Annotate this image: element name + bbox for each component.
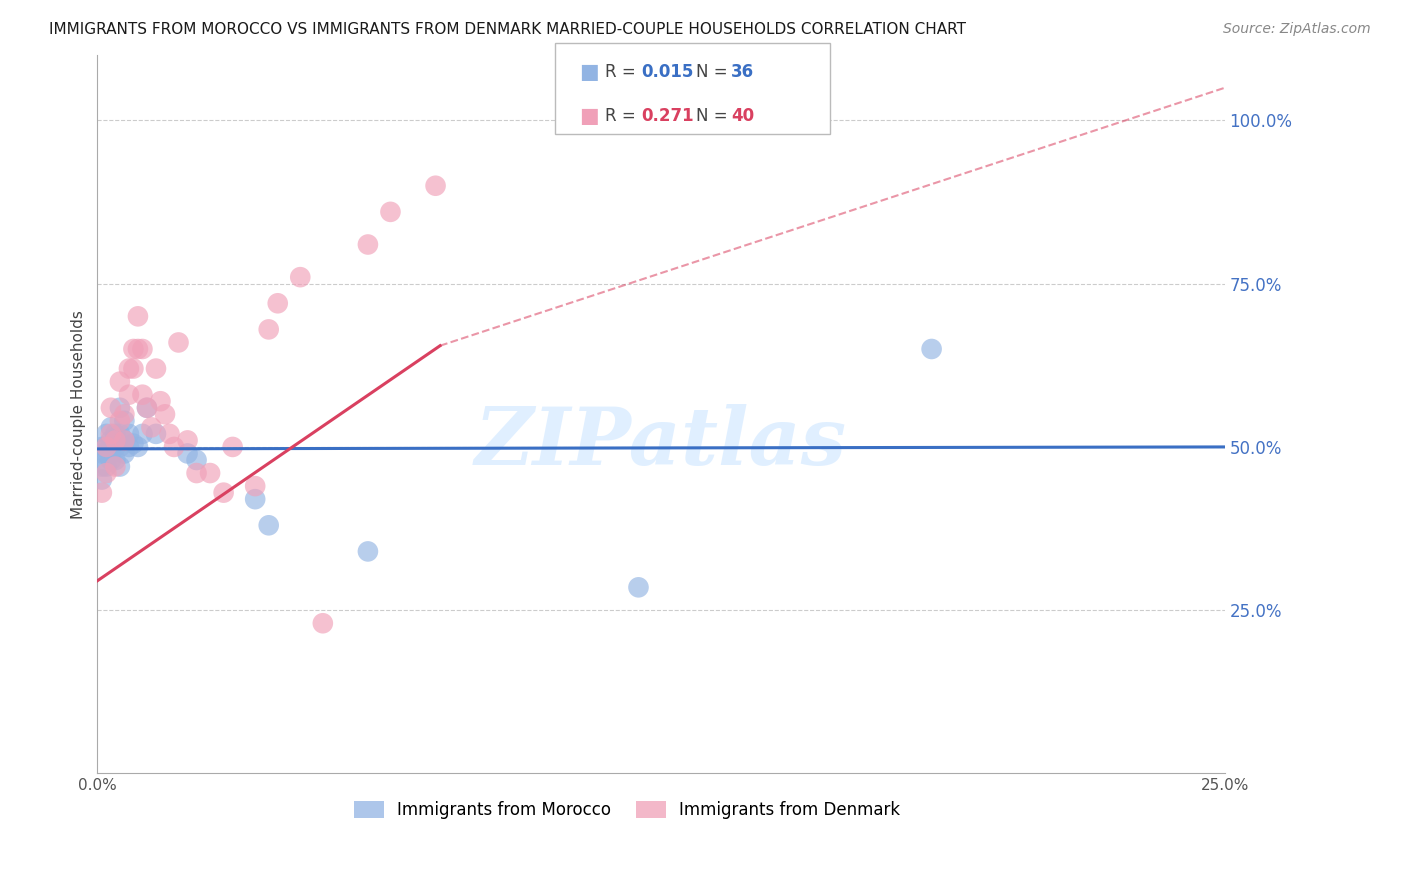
Point: [257, 322, 280, 336]
Point: [100, 401, 122, 415]
Point: [90, 473, 112, 487]
Point: [108, 414, 131, 428]
Point: [167, 335, 190, 350]
Point: [100, 426, 122, 441]
Point: [122, 361, 145, 376]
Text: ■: ■: [579, 62, 599, 82]
Point: [104, 459, 127, 474]
Point: [127, 440, 149, 454]
Text: Source: ZipAtlas.com: Source: ZipAtlas.com: [1223, 22, 1371, 37]
Point: [112, 434, 135, 448]
Point: [131, 426, 153, 441]
Point: [90, 440, 112, 454]
Point: [118, 440, 141, 454]
Point: [212, 485, 235, 500]
Point: [176, 434, 198, 448]
Text: R =: R =: [605, 63, 641, 81]
Point: [921, 342, 943, 356]
Y-axis label: Married-couple Households: Married-couple Households: [72, 310, 86, 519]
Point: [90, 446, 112, 460]
Point: [198, 466, 221, 480]
Point: [112, 434, 135, 448]
Point: [96, 459, 118, 474]
Point: [108, 375, 131, 389]
Point: [122, 436, 145, 450]
Point: [290, 270, 312, 285]
Point: [357, 237, 380, 252]
Point: [186, 453, 208, 467]
Point: [112, 446, 135, 460]
Point: [136, 401, 159, 415]
Point: [90, 485, 112, 500]
Text: N =: N =: [696, 107, 733, 125]
Text: ■: ■: [579, 106, 599, 126]
Point: [118, 387, 141, 401]
Point: [127, 310, 149, 324]
Point: [112, 407, 135, 421]
Point: [186, 466, 208, 480]
Point: [104, 453, 127, 467]
Point: [145, 361, 167, 376]
Text: 0.271: 0.271: [641, 107, 693, 125]
Point: [104, 440, 127, 454]
Point: [108, 440, 131, 454]
Text: IMMIGRANTS FROM MOROCCO VS IMMIGRANTS FROM DENMARK MARRIED-COUPLE HOUSEHOLDS COR: IMMIGRANTS FROM MOROCCO VS IMMIGRANTS FR…: [49, 22, 966, 37]
Point: [267, 296, 290, 310]
Point: [149, 394, 172, 409]
Point: [96, 440, 118, 454]
Point: [312, 616, 335, 631]
Point: [96, 446, 118, 460]
Point: [108, 459, 131, 474]
Point: [159, 426, 181, 441]
Text: ZIPatlas: ZIPatlas: [475, 404, 846, 482]
Text: 0.015: 0.015: [641, 63, 693, 81]
Point: [627, 580, 650, 594]
Point: [112, 414, 135, 428]
Point: [357, 544, 380, 558]
Point: [243, 479, 266, 493]
Point: [100, 453, 122, 467]
Point: [425, 178, 447, 193]
Text: 36: 36: [731, 63, 754, 81]
Point: [136, 401, 159, 415]
Point: [131, 342, 153, 356]
Point: [100, 420, 122, 434]
Point: [163, 440, 186, 454]
Point: [145, 426, 167, 441]
Text: R =: R =: [605, 107, 641, 125]
Point: [380, 205, 402, 219]
Point: [90, 459, 112, 474]
Point: [141, 420, 163, 434]
Point: [131, 387, 153, 401]
Point: [108, 401, 131, 415]
Point: [96, 466, 118, 480]
Text: 40: 40: [731, 107, 754, 125]
Point: [221, 440, 243, 454]
Text: N =: N =: [696, 63, 733, 81]
Point: [243, 492, 266, 507]
Point: [104, 426, 127, 441]
Point: [118, 361, 141, 376]
Point: [100, 446, 122, 460]
Point: [257, 518, 280, 533]
Legend: Immigrants from Morocco, Immigrants from Denmark: Immigrants from Morocco, Immigrants from…: [347, 795, 907, 826]
Point: [100, 434, 122, 448]
Point: [118, 426, 141, 441]
Point: [122, 342, 145, 356]
Point: [127, 342, 149, 356]
Point: [104, 434, 127, 448]
Point: [108, 426, 131, 441]
Point: [96, 440, 118, 454]
Point: [96, 426, 118, 441]
Point: [153, 407, 176, 421]
Point: [176, 446, 198, 460]
